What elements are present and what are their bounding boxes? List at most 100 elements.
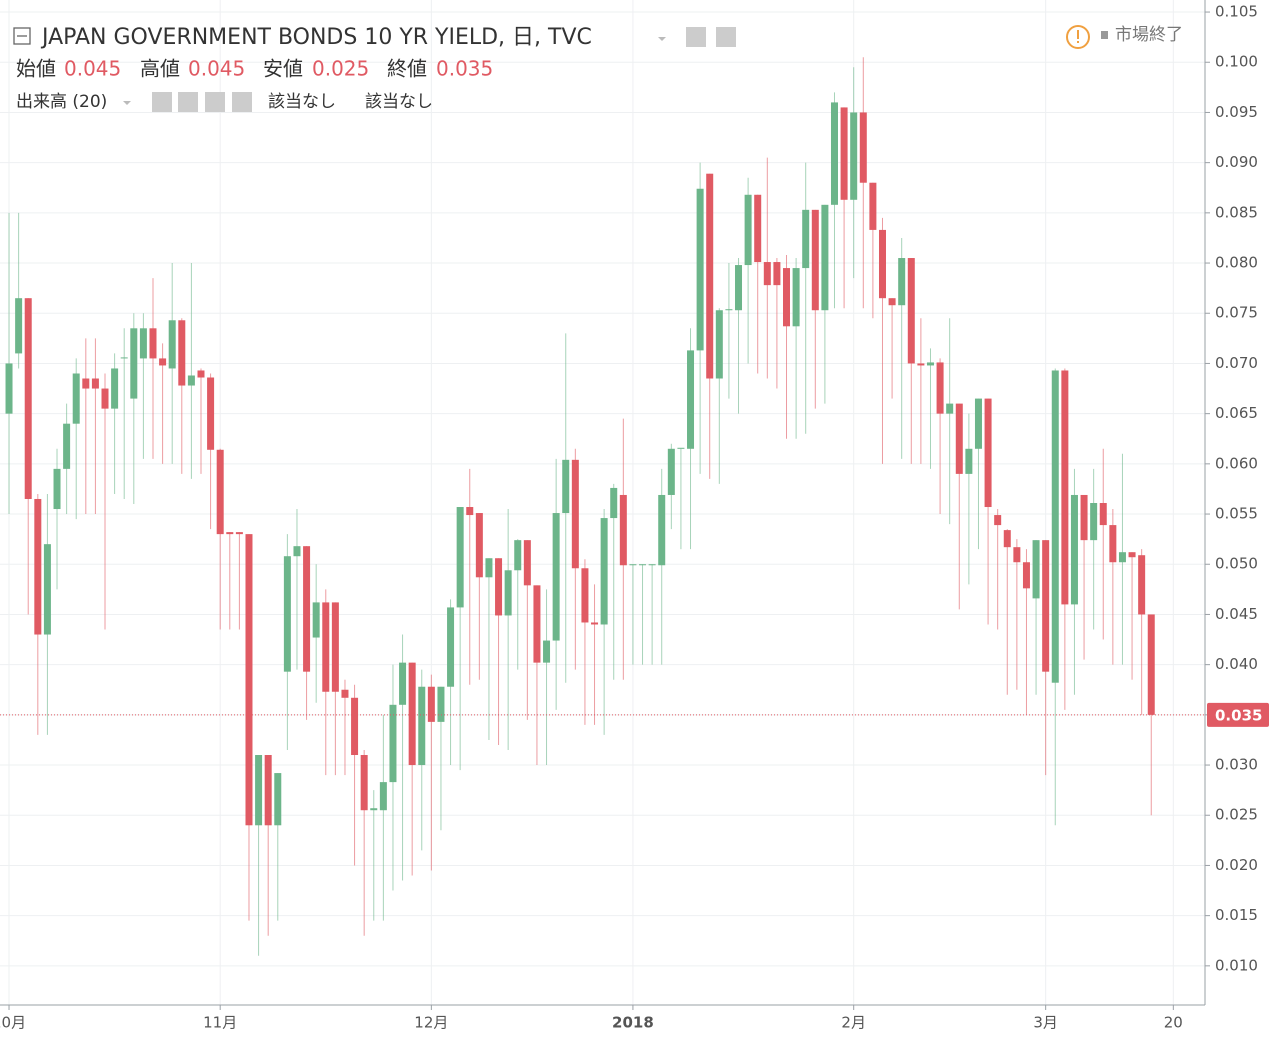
- y-tick-label: 0.025: [1215, 806, 1258, 824]
- candle-body: [581, 568, 589, 623]
- candle-body: [255, 755, 263, 826]
- add-icon[interactable]: [205, 92, 225, 112]
- candle-body: [821, 204, 829, 311]
- x-tick-label: 12月: [414, 1014, 448, 1032]
- candle-body: [898, 258, 906, 306]
- candle-body: [24, 298, 32, 499]
- candle-body: [802, 209, 810, 269]
- candle-body: [427, 686, 435, 722]
- candle-body: [63, 423, 71, 469]
- candle-body: [245, 534, 253, 826]
- candle-body: [552, 513, 560, 641]
- candle-body: [235, 532, 243, 535]
- collapse-icon[interactable]: [13, 27, 31, 45]
- candle-body: [475, 513, 483, 578]
- candle-body: [677, 447, 685, 449]
- candle-body: [600, 518, 608, 625]
- y-tick-label: 0.095: [1215, 103, 1258, 121]
- candle-body: [869, 182, 877, 230]
- candle-body: [15, 298, 23, 354]
- candle-body: [197, 370, 205, 378]
- candle-body: [130, 328, 138, 399]
- candle-body: [754, 194, 762, 263]
- candle-body: [1003, 530, 1011, 548]
- candle-body: [591, 622, 599, 625]
- candle-body: [207, 377, 215, 450]
- candles: [0, 57, 1205, 956]
- open-value: 0.045: [64, 57, 121, 81]
- candle-body: [523, 540, 531, 586]
- grid: [0, 0, 1205, 1005]
- candle-body: [1022, 562, 1030, 589]
- candle-body: [34, 498, 42, 635]
- y-tick-label: 0.090: [1215, 153, 1258, 171]
- legend-header: JAPAN GOVERNMENT BONDS 10 YR YIELD, 日, T…: [13, 25, 736, 112]
- y-tick-label: 0.010: [1215, 956, 1258, 974]
- candle-body: [1118, 552, 1126, 563]
- settings-icon[interactable]: [178, 92, 198, 112]
- candle-body: [888, 298, 896, 306]
- candle-body: [303, 546, 311, 672]
- candle-body: [1070, 494, 1078, 605]
- candle-body: [485, 558, 493, 578]
- candle-body: [1099, 503, 1107, 526]
- candle-body: [111, 368, 119, 409]
- last-price-badge: [1207, 702, 1269, 727]
- candle-body: [322, 602, 330, 692]
- candle-body: [1147, 614, 1155, 715]
- y-tick-label: 0.055: [1215, 505, 1258, 523]
- warning-icon[interactable]: [1066, 25, 1090, 49]
- candle-body: [840, 107, 848, 200]
- candle-body: [91, 378, 99, 389]
- candle-body: [1090, 503, 1098, 541]
- candle-body: [178, 320, 186, 386]
- candle-body: [639, 564, 647, 566]
- candle-body: [926, 362, 934, 366]
- candle-body: [1138, 555, 1146, 615]
- y-tick-label: 0.105: [1215, 3, 1258, 21]
- open-label: 始値: [16, 57, 56, 81]
- candle-body: [360, 755, 368, 811]
- candle-body: [907, 258, 915, 364]
- candle-body: [351, 697, 359, 756]
- candle-body: [53, 468, 61, 510]
- candle-body: [149, 328, 157, 359]
- remove-icon[interactable]: [232, 92, 252, 112]
- candle-body: [72, 373, 80, 424]
- low-label: 安値: [263, 57, 303, 81]
- candle-body: [283, 556, 291, 672]
- candle-body: [706, 173, 714, 379]
- y-tick-label: 0.030: [1215, 756, 1258, 774]
- candle-body: [168, 320, 176, 369]
- candle-body: [533, 585, 541, 663]
- y-tick-label: 0.080: [1215, 254, 1258, 272]
- x-tick-label: 11月: [203, 1014, 237, 1032]
- volume-value: 該当なし: [365, 92, 433, 112]
- candle-body: [984, 398, 992, 508]
- candle-body: [1013, 547, 1021, 563]
- y-tick-label: 0.075: [1215, 304, 1258, 322]
- candle-body: [725, 309, 733, 311]
- candle-body: [878, 229, 886, 299]
- candle-body: [562, 459, 570, 514]
- candle-body: [514, 540, 522, 571]
- dropdown-arrow[interactable]: [658, 37, 666, 41]
- volume-label: 出来高 (20): [16, 92, 107, 112]
- eye-icon[interactable]: [152, 92, 172, 112]
- dropdown-arrow[interactable]: [123, 101, 131, 105]
- settings-icon[interactable]: [716, 27, 736, 47]
- eye-icon[interactable]: [686, 27, 706, 47]
- high-label: 高値: [140, 57, 180, 81]
- candle-body: [1061, 370, 1069, 605]
- candle-body: [504, 570, 512, 616]
- x-tick-label: 2月: [841, 1014, 866, 1032]
- close-value: 0.035: [436, 57, 493, 81]
- candle-body: [120, 357, 128, 359]
- candle-body: [379, 782, 387, 811]
- candle-body: [744, 194, 752, 266]
- candle-body: [648, 564, 656, 566]
- candle-body: [830, 102, 838, 205]
- candle-body: [5, 363, 13, 414]
- y-tick-label: 0.070: [1215, 354, 1258, 372]
